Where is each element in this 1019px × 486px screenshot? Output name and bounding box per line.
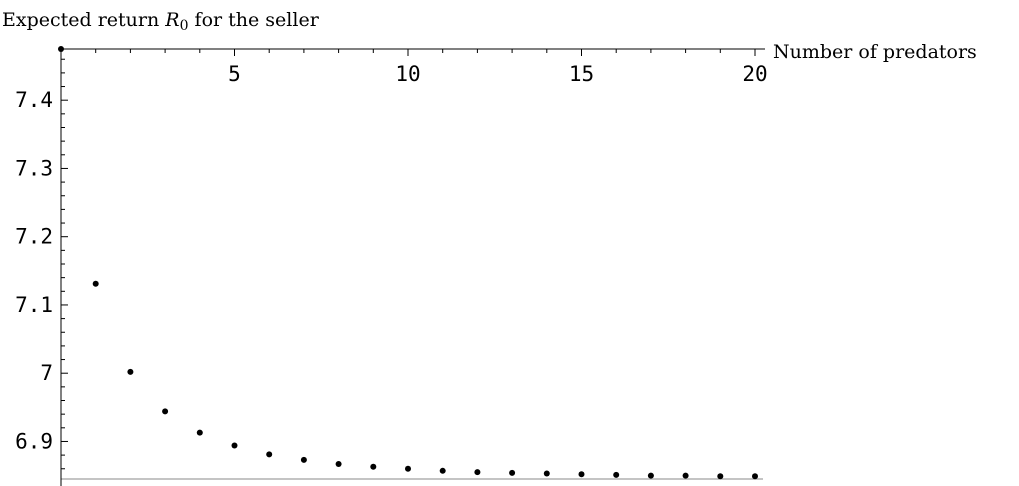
data-point <box>196 429 203 436</box>
data-point <box>92 280 99 287</box>
y-tick-label: 7.4 <box>15 88 53 112</box>
x-axis-title: Number of predators <box>773 41 977 63</box>
data-point <box>370 463 377 470</box>
axes: 5 10 15 20 6.9 7 7.1 7.2 7.3 7.4 <box>15 48 768 486</box>
data-point <box>300 456 307 463</box>
y-tick-label: 7.3 <box>15 156 53 180</box>
data-point <box>335 460 342 467</box>
x-tick-label: 10 <box>395 62 420 86</box>
data-point <box>752 473 758 480</box>
data-point <box>231 442 238 449</box>
data-point <box>578 471 585 478</box>
y-axis-title-subscript: 0 <box>180 18 189 34</box>
y-tick-label: 7 <box>40 361 53 385</box>
data-point <box>266 451 273 458</box>
x-tick-label: 20 <box>742 62 767 86</box>
x-tick-label: 5 <box>228 62 241 86</box>
data-point <box>439 467 446 474</box>
y-axis-title-prefix: Expected return <box>2 9 165 31</box>
data-point <box>647 472 654 479</box>
data-point <box>613 471 620 478</box>
data-point <box>405 465 411 472</box>
y-tick-label: 7.2 <box>15 225 53 249</box>
data-point <box>682 472 689 479</box>
data-point <box>509 469 516 476</box>
data-point <box>543 470 550 477</box>
x-tick-label: 15 <box>569 62 594 86</box>
data-point <box>162 408 169 415</box>
data-points <box>58 46 758 480</box>
svg-text:Expected return R0 for the sel: Expected return R0 for the seller <box>2 9 320 34</box>
y-tick-label: 7.1 <box>15 293 53 317</box>
y-axis-title: Expected return R0 for the seller <box>2 9 320 34</box>
data-point <box>58 46 64 52</box>
data-point <box>717 473 724 480</box>
y-tick-label: 6.9 <box>15 429 53 453</box>
data-point <box>474 469 481 476</box>
data-point <box>127 368 134 375</box>
y-axis-title-suffix: for the seller <box>189 9 320 31</box>
y-axis-title-symbol: R <box>164 9 179 31</box>
